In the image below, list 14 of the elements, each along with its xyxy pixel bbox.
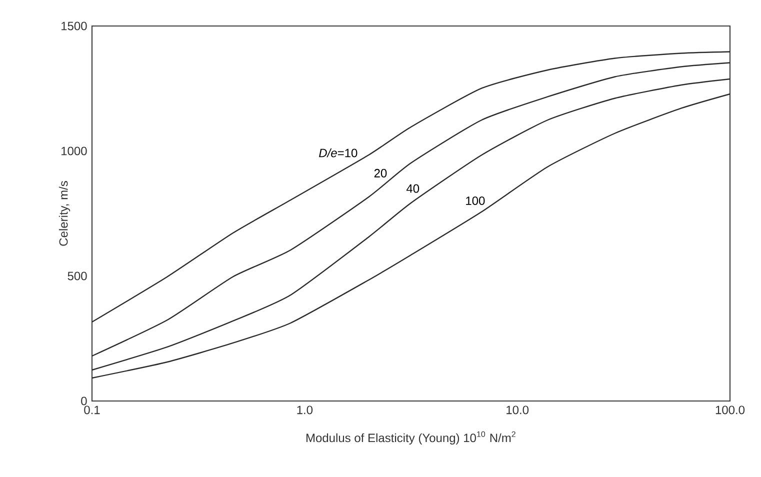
series-label: D/e=10	[319, 148, 358, 158]
y-tick-label: 1500	[62, 22, 87, 30]
x-tick-label: 0.1	[84, 406, 100, 414]
x-tick-label: 100.0	[716, 406, 745, 414]
x-tick-label: 1.0	[297, 406, 313, 414]
series-label: 100	[466, 196, 485, 205]
x-axis-title: Modulus of Elasticity (Young) 10$^{10}$ N/m$^{2}$	[306, 431, 516, 445]
x-tick-label: 10.0	[506, 406, 529, 414]
y-tick-label: 0	[81, 396, 87, 406]
series-label: 40	[406, 184, 420, 193]
y-tick-label: 1000	[62, 146, 87, 156]
series-label: 20	[374, 168, 387, 178]
y-tick-label: 500	[68, 272, 87, 280]
y-axis-title: Celerity, m/s	[58, 181, 70, 246]
